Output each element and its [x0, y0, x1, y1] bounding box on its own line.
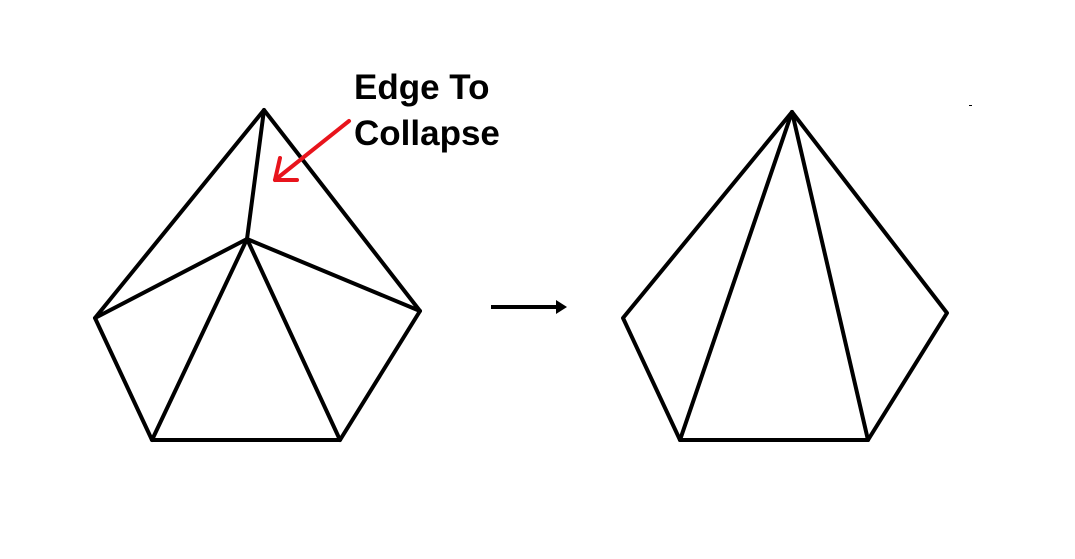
annotation-line-2: Collapse — [354, 114, 500, 153]
mesh-before-edge — [150, 237, 249, 442]
mesh-after-outline — [621, 110, 949, 442]
mesh-after — [621, 110, 949, 442]
mesh-after-edge — [790, 110, 870, 442]
collapse-edge — [245, 108, 266, 241]
annotation-line-1: Edge To — [354, 68, 489, 107]
right-arrow-icon — [491, 300, 567, 314]
mesh-before-outline — [93, 108, 422, 442]
red-pointer-arrow-icon — [273, 119, 351, 182]
mesh-before-edge — [93, 237, 249, 320]
stray-mark — [969, 105, 972, 106]
mesh-before-edge — [245, 237, 342, 442]
mesh-before-edge — [245, 237, 422, 313]
mesh-before — [93, 108, 422, 442]
mesh-after-edge — [678, 110, 794, 442]
